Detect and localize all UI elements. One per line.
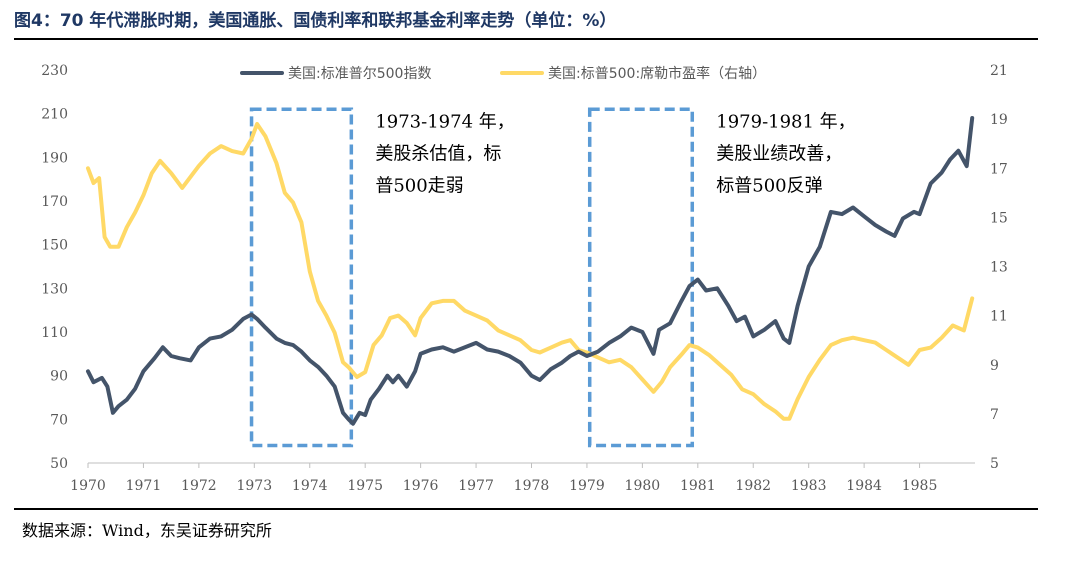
x-tick-label: 1976	[403, 478, 439, 494]
source-note: 数据来源：Wind，东吴证券研究所	[22, 521, 272, 540]
legend-label: 美国:标准普尔500指数	[288, 66, 431, 82]
y-right-tick-label: 21	[990, 63, 1008, 79]
x-tick-label: 1973	[236, 478, 272, 494]
x-tick-label: 1971	[126, 478, 162, 494]
y-left-tick-label: 70	[50, 412, 68, 428]
legend-item-sp500: 美国:标准普尔500指数	[240, 66, 431, 82]
x-tick-label: 1978	[514, 478, 550, 494]
annotation-box	[249, 107, 354, 448]
y-right-tick-label: 17	[990, 161, 1008, 177]
series-line-sp500	[86, 116, 975, 426]
y-left-tick-label: 190	[41, 150, 68, 166]
y-right-tick-label: 9	[990, 358, 999, 374]
x-tick-label: 1975	[347, 478, 383, 494]
annotation-box	[587, 107, 695, 448]
y-right-tick-label: 13	[990, 260, 1008, 276]
y-left-tick-label: 230	[41, 63, 68, 79]
legend-label: 美国:标普500:席勒市盈率（右轴）	[548, 65, 766, 82]
x-tick-label: 1979	[569, 478, 605, 494]
x-tick-label: 1977	[458, 478, 494, 494]
annotation-label-line: 标普500反弹	[716, 175, 822, 196]
annotation-label-line: 1973-1974 年，	[375, 111, 514, 132]
x-tick-label: 1985	[902, 478, 938, 494]
top-rule	[14, 38, 1038, 40]
y-right-tick-label: 15	[990, 210, 1008, 226]
y-right-tick-label: 5	[990, 456, 999, 472]
y-left-tick-label: 210	[41, 107, 68, 123]
figure-title: 图4：70 年代滞胀时期，美国通胀、国债利率和联邦基金利率走势（单位：%）	[14, 11, 617, 31]
y-right-tick-label: 11	[990, 309, 1008, 325]
y-right-tick-label: 7	[990, 407, 999, 423]
y-left-tick-label: 50	[50, 456, 68, 472]
x-tick-label: 1970	[70, 478, 106, 494]
series-line-pe-ratio	[86, 122, 975, 421]
y-right-tick-label: 19	[990, 112, 1008, 128]
y-left-tick-label: 90	[50, 369, 68, 385]
x-tick-label: 1981	[680, 478, 716, 494]
y-left-tick-label: 170	[41, 194, 68, 210]
y-left-tick-label: 150	[41, 238, 68, 254]
legend: 美国:标准普尔500指数 美国:标普500:席勒市盈率（右轴）	[240, 65, 766, 82]
x-tick-label: 1972	[181, 478, 217, 494]
x-tick-label: 1982	[735, 478, 771, 494]
series-lines	[86, 116, 975, 426]
legend-item-pe-ratio: 美国:标普500:席勒市盈率（右轴）	[500, 65, 766, 82]
annotation-label-line: 美股杀估值，标	[375, 143, 501, 164]
axes: 1970 1971 1972 1973 1974 1975 1976 1977 1978 1979…	[41, 63, 1008, 494]
annotation-label-line: 普500走弱	[375, 175, 463, 196]
x-tick-label: 1984	[846, 478, 882, 494]
bottom-rule	[14, 508, 1038, 510]
x-tick-label: 1980	[625, 478, 661, 494]
y-left-tick-label: 110	[41, 325, 68, 341]
annotation-label-line: 1979-1981 年，	[716, 111, 855, 132]
y-left-tick-label: 130	[41, 281, 68, 297]
annotation-label-line: 美股业绩改善，	[716, 143, 842, 164]
line-chart: 1970 1971 1972 1973 1974 1975 1976 1977 1978 1979…	[41, 63, 1008, 494]
x-tick-label: 1983	[791, 478, 827, 494]
x-tick-label: 1974	[292, 478, 328, 494]
